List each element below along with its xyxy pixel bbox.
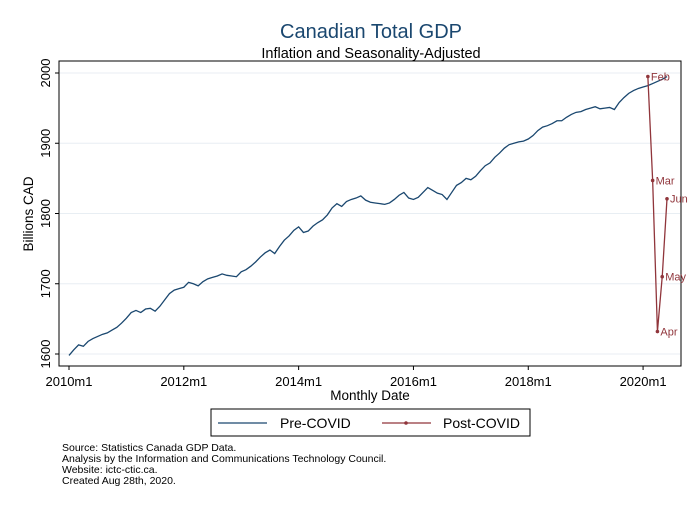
website-line: Website: ictc-ctic.ca. <box>62 464 158 476</box>
post-covid-point-label: Jun <box>670 194 688 206</box>
y-axis-ticks: 1600 1700 1800 1900 2000 <box>38 59 59 369</box>
post-covid-point <box>650 178 655 183</box>
created-line: Created Aug 28th, 2020. <box>62 475 176 487</box>
x-tick-label: 2016m1 <box>390 374 437 389</box>
post-covid-point <box>665 196 669 201</box>
legend: Pre-COVID Post-COVID <box>210 408 531 437</box>
x-tick-label: 2014m1 <box>275 374 322 389</box>
post-covid-point <box>646 74 650 79</box>
y-tick-label: 1900 <box>38 129 53 158</box>
post-covid-point <box>660 274 665 279</box>
series-post-covid: Feb Mar Apr May Jun <box>646 72 688 339</box>
x-tick-label: 2020m1 <box>620 374 667 389</box>
series-pre-covid-line <box>68 75 668 356</box>
analysis-line: Analysis by the Information and Communic… <box>62 453 387 465</box>
y-tick-label: 1700 <box>38 269 53 298</box>
post-covid-point-label: Mar <box>656 175 675 187</box>
post-covid-point-label: Apr <box>660 327 677 339</box>
post-covid-point <box>655 329 660 334</box>
x-tick-label: 2010m1 <box>46 374 93 389</box>
x-axis-label: Monthly Date <box>330 388 410 403</box>
y-tick-label: 1600 <box>38 340 53 369</box>
x-tick-label: 2018m1 <box>505 374 552 389</box>
series-post-covid-line <box>647 76 668 332</box>
chart-subtitle: Inflation and Seasonality-Adjusted <box>261 46 480 62</box>
post-covid-point-label: May <box>665 272 686 284</box>
source-notes: Source: Statistics Canada GDP Data. Anal… <box>62 443 386 487</box>
legend-label-post-covid: Post-COVID <box>443 415 520 431</box>
y-axis-label: Billions CAD <box>21 176 36 251</box>
y-tick-label: 1800 <box>38 199 53 228</box>
x-axis-ticks: 2010m1 2012m1 2014m1 2016m1 2018m1 2020m1 <box>46 366 667 389</box>
legend-marker-post-covid <box>404 421 408 425</box>
gridlines <box>60 72 680 355</box>
y-tick-label: 2000 <box>38 59 53 88</box>
legend-label-pre-covid: Pre-COVID <box>280 415 351 431</box>
post-covid-point-label: Feb <box>651 72 670 84</box>
source-line: Source: Statistics Canada GDP Data. <box>62 442 237 454</box>
chart-title: Canadian Total GDP <box>280 21 462 43</box>
x-tick-label: 2012m1 <box>160 374 207 389</box>
